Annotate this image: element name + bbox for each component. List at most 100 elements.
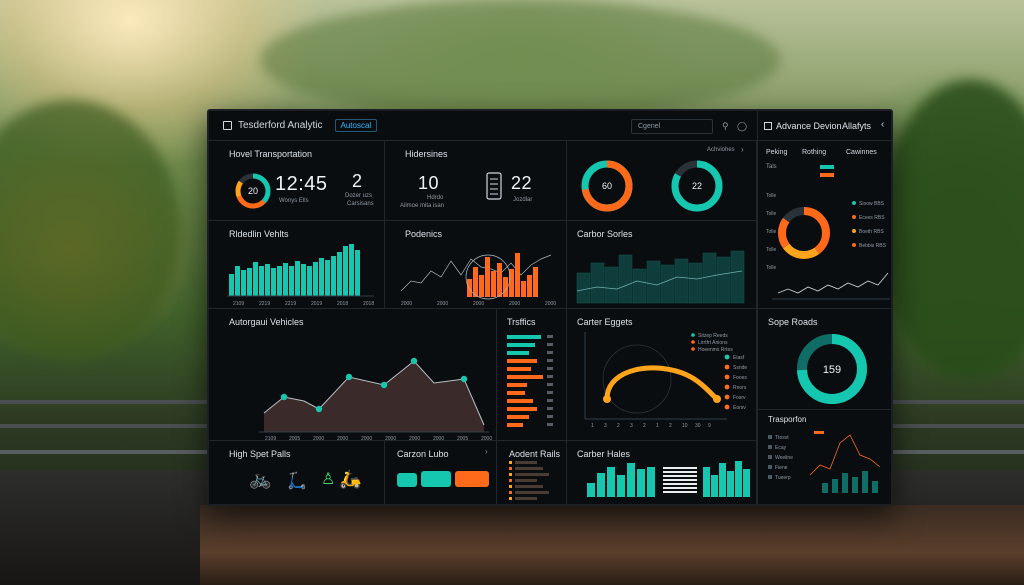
tab-rothing[interactable]: Rothing xyxy=(802,149,827,156)
list-bar xyxy=(515,497,537,500)
sope-donut: 159 xyxy=(797,334,867,404)
list-bar xyxy=(515,461,537,464)
foliage-right xyxy=(880,80,1024,380)
chevron-left-icon[interactable]: ‹ xyxy=(881,119,885,130)
tick-label: 2000 xyxy=(509,301,520,307)
list-dot xyxy=(509,467,512,470)
tab-peking[interactable]: Peking xyxy=(766,149,788,156)
panel-title: Trsffics xyxy=(507,317,536,327)
bar xyxy=(604,266,619,304)
tick-label: 2000 xyxy=(433,436,444,442)
legend-label: Boeth RBS xyxy=(859,229,884,235)
chevron-right-icon[interactable]: › xyxy=(485,447,488,456)
guide-circle xyxy=(602,344,672,414)
tick-label: 2018 xyxy=(363,301,374,307)
tick-label: 2219 xyxy=(285,301,296,307)
hbar xyxy=(507,367,531,371)
list-label: Eorsv xyxy=(733,405,746,411)
list-label: Fiene xyxy=(775,465,788,471)
gauge-value: 20 xyxy=(248,186,258,196)
chevron-right-icon[interactable]: › xyxy=(741,145,744,154)
scale-label: Tolle xyxy=(766,193,777,199)
data-point xyxy=(315,405,323,413)
hbar-label xyxy=(547,383,553,386)
search-input[interactable]: Cgenel xyxy=(631,119,713,134)
hbar-label xyxy=(547,415,553,418)
stripe xyxy=(663,467,697,469)
legend-bar xyxy=(814,431,824,434)
bar xyxy=(313,262,318,296)
bar xyxy=(533,267,538,297)
bar xyxy=(509,269,514,297)
panel-high-speed: High Spet Palls 🚲 🛴 ♙ 🛵 xyxy=(209,441,385,504)
tick-label: 3 xyxy=(630,423,633,429)
tick-label: 2000 xyxy=(361,436,372,442)
bar xyxy=(719,463,726,497)
list-label: Ttosvt xyxy=(775,435,789,441)
scale-label: Tolle xyxy=(766,211,777,217)
tick-label: 2000 xyxy=(481,436,492,442)
series-line xyxy=(263,360,485,426)
curve-series xyxy=(604,365,720,402)
stripe xyxy=(663,471,697,473)
hbar xyxy=(507,351,529,355)
tab-cawinnes[interactable]: Cawinnes xyxy=(846,149,877,156)
bar xyxy=(703,467,710,497)
tick-label: 2000 xyxy=(409,436,420,442)
bar xyxy=(822,483,828,493)
sope-value: 159 xyxy=(823,364,841,376)
legend-dot xyxy=(691,347,695,351)
bar xyxy=(527,275,532,297)
legend-dot xyxy=(852,215,856,219)
desk-surface xyxy=(200,505,1024,585)
hbar-label xyxy=(547,335,553,338)
mini-gauge: 20 xyxy=(235,173,271,209)
hbar xyxy=(507,391,525,395)
bar xyxy=(301,264,306,296)
data-point xyxy=(460,375,468,383)
data-point xyxy=(380,381,388,389)
tick-label: 2 xyxy=(669,423,672,429)
panel-title: Carter Eggets xyxy=(577,317,633,327)
hbar xyxy=(507,383,527,387)
divider xyxy=(758,409,891,410)
settings-icon[interactable]: ◯ xyxy=(737,121,748,131)
legend-bar-orange xyxy=(820,173,834,177)
app-tag-button[interactable]: Autoscal xyxy=(334,119,378,132)
bar xyxy=(265,264,270,296)
bar xyxy=(497,263,502,297)
panel-traffic: Trsffics xyxy=(497,309,567,441)
bar xyxy=(852,477,858,493)
legend-label: Sioow BBS xyxy=(859,201,885,207)
right-panel: Advance Devion Allafyts ‹ Peking Rothing… xyxy=(757,111,891,504)
list-dot xyxy=(768,465,772,469)
data-point xyxy=(410,357,418,365)
legend-dot xyxy=(852,229,856,233)
search-icon[interactable]: ⚲ xyxy=(722,121,729,131)
bar xyxy=(503,277,508,297)
list-dot xyxy=(768,445,772,449)
stripe xyxy=(663,483,697,485)
bar xyxy=(727,471,734,497)
list-dot xyxy=(768,455,772,459)
hbar xyxy=(507,343,535,347)
list-dot xyxy=(724,404,730,410)
panel-title: Aodent Rails xyxy=(509,449,561,459)
hbar-label xyxy=(547,343,553,346)
list-dot xyxy=(509,473,512,476)
list-dot xyxy=(724,394,730,400)
bar xyxy=(521,281,526,297)
stripe xyxy=(663,487,697,489)
donut-teal: 22 xyxy=(671,160,723,212)
transport-chart: Ttosvt Ecay Weeline Fiene Tueerp xyxy=(768,431,881,493)
hidersines-sub2: Ailmoe mita isan xyxy=(400,203,445,209)
hbar-label xyxy=(547,399,553,402)
side-sub2: Carsisans xyxy=(347,201,374,207)
panel-carbon-lube: Carzon Lubo › xyxy=(385,441,497,504)
time-value: 12:45 xyxy=(275,173,328,195)
app-logo-icon xyxy=(223,121,232,130)
list-label: Ssnde xyxy=(733,365,747,371)
legend-label: Ecees RBS xyxy=(859,215,885,221)
